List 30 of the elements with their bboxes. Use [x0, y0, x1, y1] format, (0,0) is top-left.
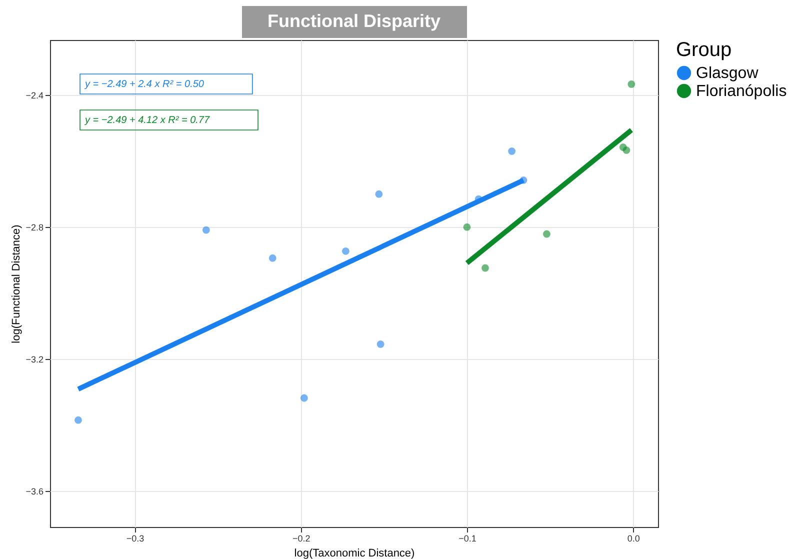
- point: [482, 264, 489, 272]
- point: [628, 80, 636, 88]
- y-tick-label: −2.8: [26, 222, 44, 233]
- point: [300, 394, 308, 402]
- point: [376, 340, 384, 348]
- point: [520, 176, 528, 184]
- chart-title: Functional Disparity: [267, 11, 441, 31]
- legend-label: Florianópolis: [696, 83, 787, 100]
- y-axis-title: log(Functional Distance): [10, 224, 23, 344]
- point: [342, 247, 350, 255]
- point: [375, 190, 383, 198]
- legend-title: Group: [676, 39, 732, 61]
- y-tick-label: −2.4: [26, 90, 44, 101]
- x-tick-label: −0.2: [292, 534, 310, 544]
- x-tick-label: −0.3: [126, 534, 144, 544]
- point: [202, 226, 210, 234]
- legend-label: Glasgow: [696, 65, 759, 82]
- point: [74, 416, 82, 424]
- y-tick-label: −3.2: [26, 354, 44, 365]
- point: [463, 223, 471, 231]
- x-axis-title: log(Taxonomic Distance): [294, 548, 415, 559]
- x-tick-label: −0.1: [458, 534, 476, 544]
- point: [508, 147, 516, 155]
- annotation: y = −2.49 + 2.4 x R² = 0.50: [84, 79, 204, 90]
- point: [542, 230, 550, 238]
- y-tick-label: −3.6: [26, 486, 44, 497]
- x-tick-label: 0.0: [627, 534, 640, 544]
- point: [268, 254, 276, 262]
- point: [622, 146, 630, 154]
- annotation: y = −2.49 + 4.12 x R² = 0.77: [84, 115, 210, 126]
